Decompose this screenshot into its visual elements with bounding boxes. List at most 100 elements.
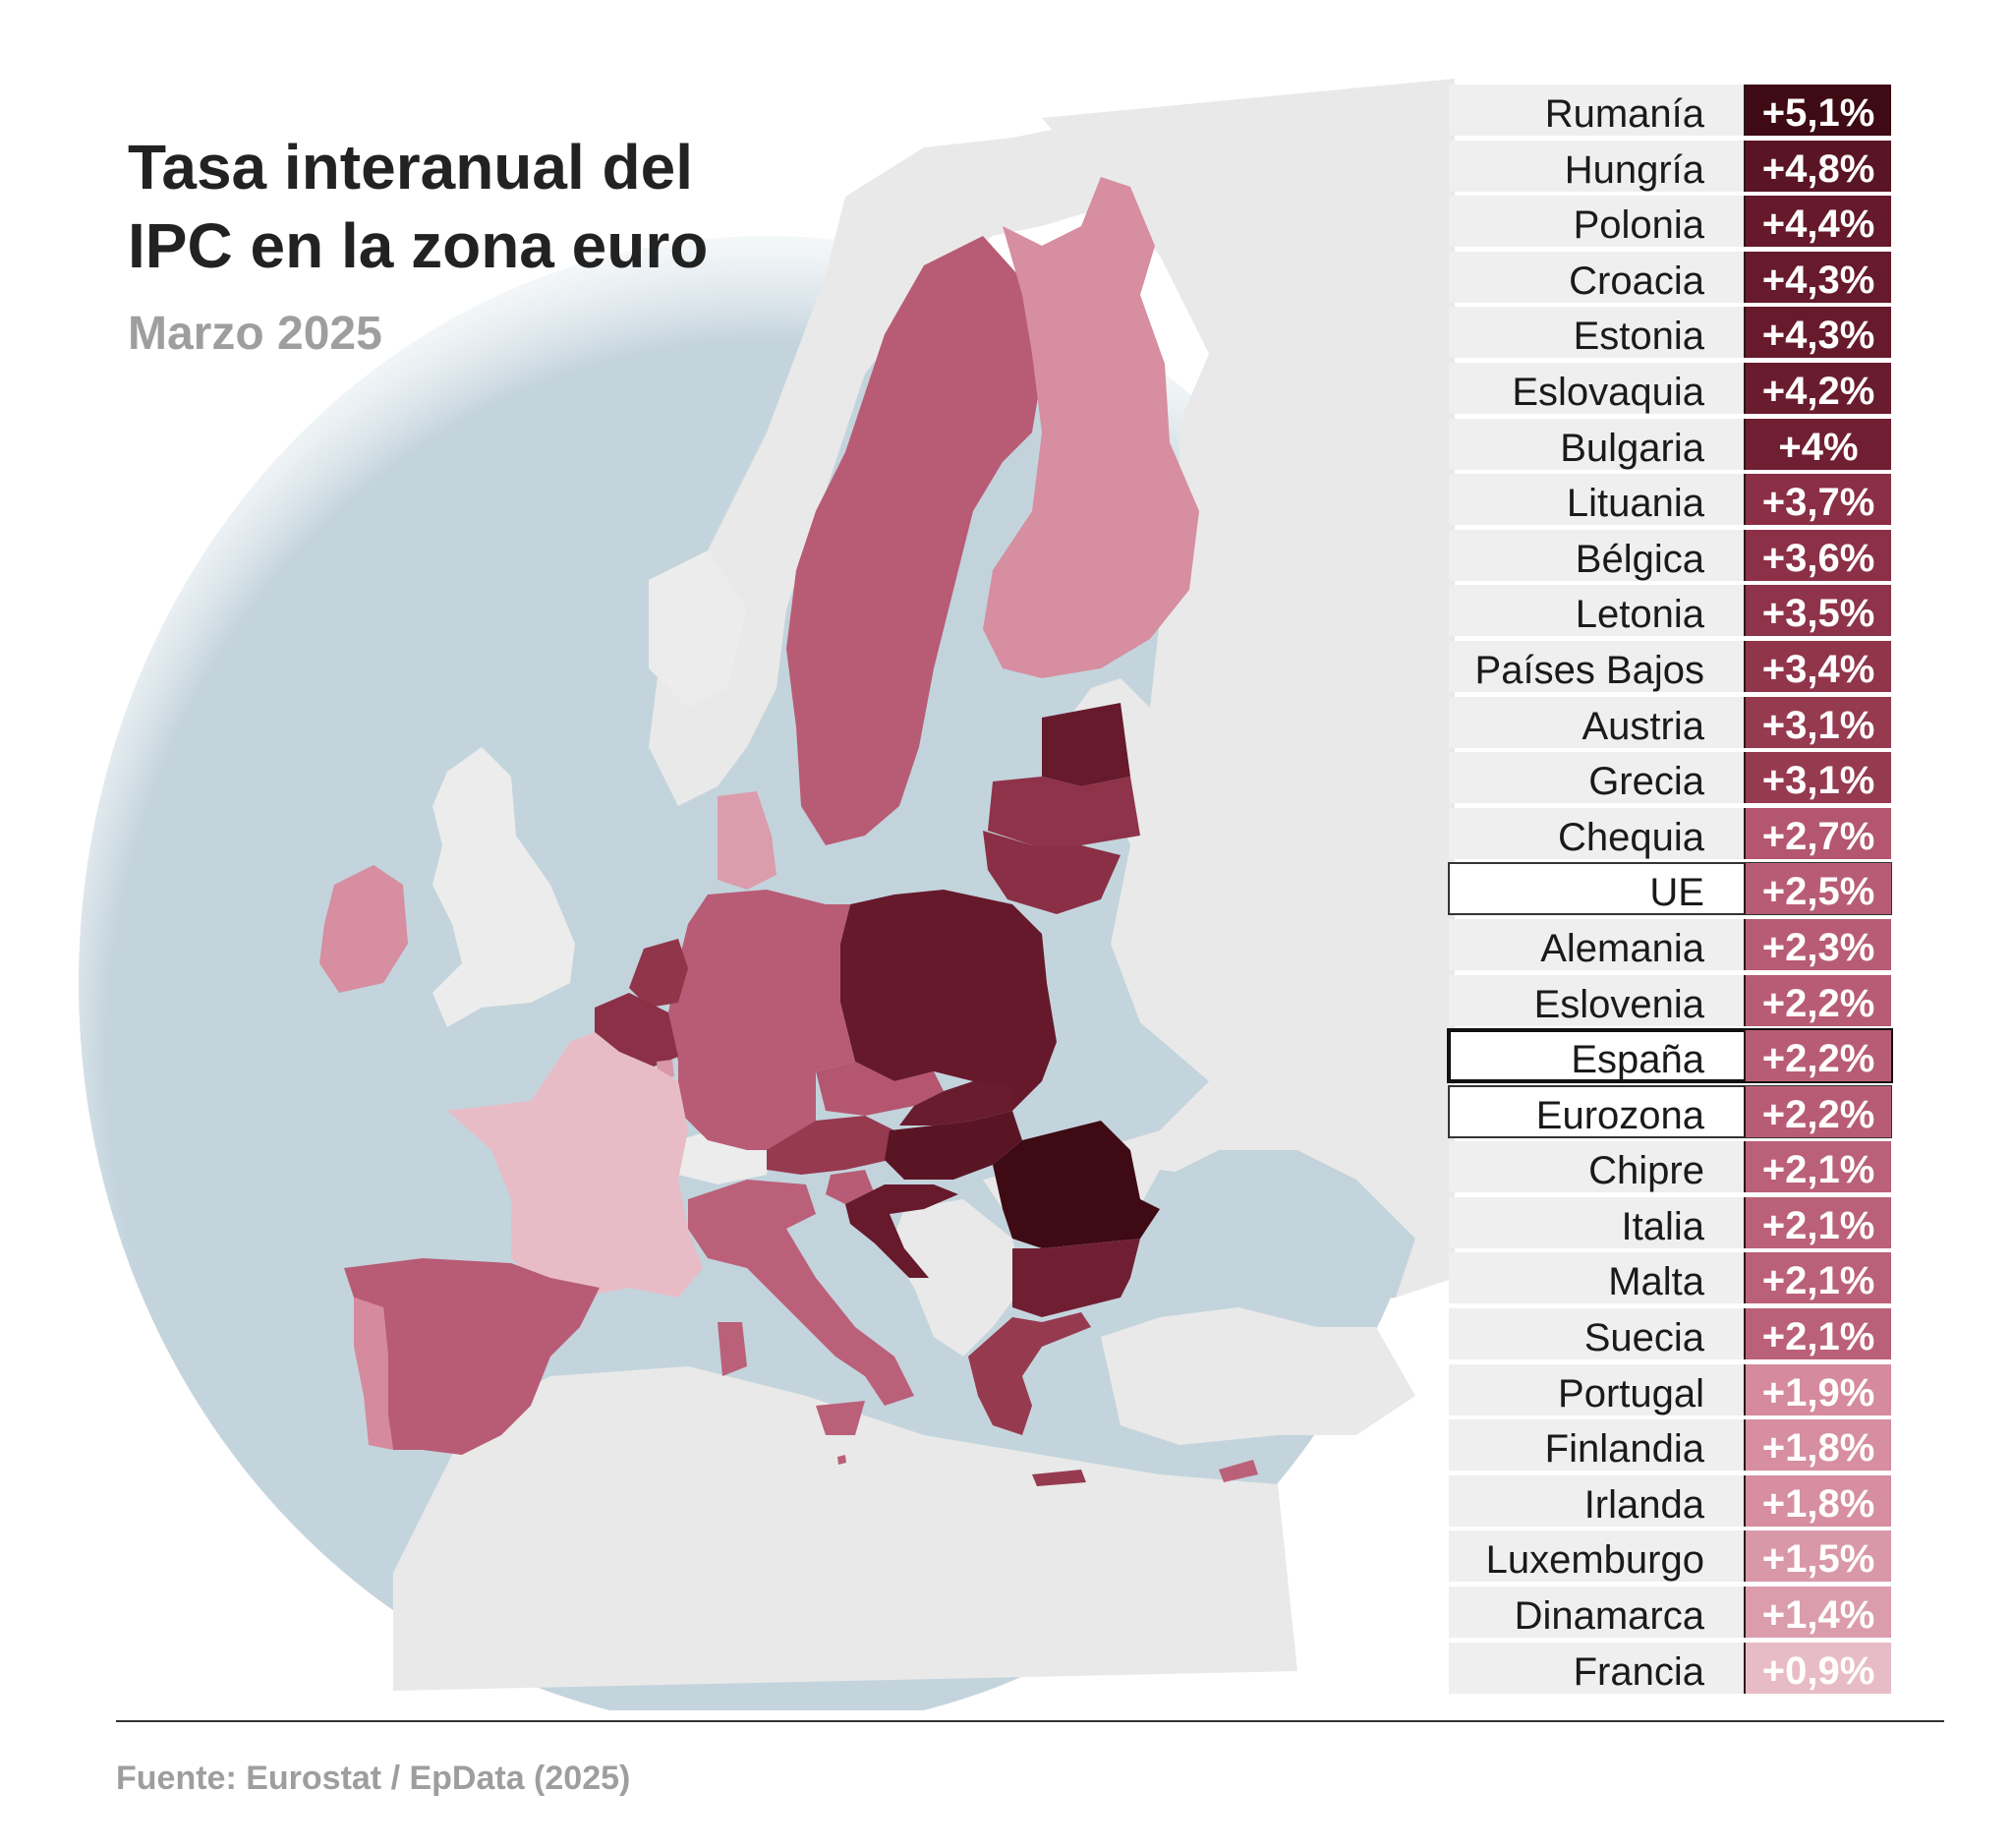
ranking-row: Lituania +3,7% (1449, 474, 1891, 526)
ranking-row: Chequia +2,7% (1449, 807, 1891, 859)
inflation-value: +3,7% (1744, 474, 1891, 526)
country-name: Austria (1582, 704, 1705, 748)
inflation-value: +2,1% (1744, 1141, 1891, 1193)
inflation-value: +2,5% (1744, 863, 1891, 915)
country-belgium (595, 993, 678, 1067)
country-czechia (816, 1062, 944, 1116)
country-sicily (816, 1401, 865, 1435)
country-name: Malta (1608, 1260, 1704, 1304)
ranking-row: Rumanía +5,1% (1449, 85, 1891, 136)
country-denmark (718, 791, 776, 890)
inflation-value: +2,2% (1744, 974, 1891, 1026)
country-name: España (1571, 1038, 1704, 1082)
country-sardinia (718, 1322, 747, 1376)
ranking-row: Letonia +3,5% (1449, 585, 1891, 637)
inflation-value: +1,5% (1744, 1530, 1891, 1583)
country-name: Chipre (1588, 1149, 1704, 1193)
country-name: Alemania (1540, 926, 1704, 970)
country-france (447, 1032, 703, 1298)
ranking-row: Portugal +1,9% (1449, 1363, 1891, 1415)
country-name: Italia (1621, 1204, 1705, 1248)
country-slovakia (899, 1081, 1012, 1126)
country-name: Francia (1573, 1649, 1704, 1694)
country-name: Suecia (1583, 1316, 1704, 1360)
land-norway (649, 118, 1199, 806)
ranking-table: Rumanía +5,1% Hungría +4,8% Polonia +4,4% Croa… (1447, 85, 1893, 1698)
country-name: Portugal (1558, 1371, 1704, 1415)
title-line-1: Tasa interanual del (128, 132, 693, 202)
ranking-row: Suecia +2,1% (1449, 1308, 1891, 1360)
ranking-row: Grecia +3,1% (1449, 752, 1891, 804)
inflation-value: +1,8% (1744, 1474, 1891, 1527)
ranking-row: Polonia +4,4% (1449, 196, 1891, 248)
ranking-row: Eslovaquia +4,2% (1449, 362, 1891, 414)
inflation-value: +5,1% (1744, 85, 1891, 136)
country-poland (840, 890, 1057, 1111)
country-name: Eslovaquia (1512, 370, 1704, 414)
ranking-row: Bélgica +3,6% (1449, 529, 1891, 581)
country-name: Croacia (1569, 259, 1704, 303)
inflation-value: +3,1% (1744, 752, 1891, 804)
country-bulgaria (1012, 1239, 1140, 1317)
ranking-row: Eurozona +2,2% (1448, 1084, 1892, 1138)
ranking-row: Eslovenia +2,2% (1449, 974, 1891, 1026)
country-crete (1032, 1470, 1086, 1486)
ranking-row: España +2,2% (1447, 1028, 1893, 1084)
country-name: Polonia (1573, 203, 1704, 248)
country-name: Estonia (1573, 315, 1704, 359)
country-name: Chequia (1557, 815, 1704, 859)
inflation-value: +2,1% (1744, 1252, 1891, 1304)
choropleth-map (79, 79, 1455, 1710)
inflation-value: +4% (1744, 418, 1891, 470)
ranking-row: Irlanda +1,8% (1449, 1474, 1891, 1527)
ranking-row: Austria +3,1% (1449, 696, 1891, 748)
inflation-value: +4,3% (1744, 251, 1891, 303)
ranking-row: Alemania +2,3% (1449, 918, 1891, 970)
ranking-row: Estonia +4,3% (1449, 307, 1891, 359)
land-north-africa (393, 1366, 1297, 1691)
country-name: Eslovenia (1533, 982, 1704, 1026)
country-cyprus (1219, 1460, 1258, 1482)
inflation-value: +3,1% (1744, 696, 1891, 748)
title-line-2: IPC en la zona euro (128, 210, 709, 281)
ranking-row: Finlandia +1,8% (1449, 1419, 1891, 1472)
land-turkey (1101, 1307, 1415, 1445)
inflation-value: +3,4% (1744, 640, 1891, 692)
country-name: Hungría (1564, 147, 1704, 192)
ranking-row: UE +2,5% (1448, 862, 1892, 916)
inflation-value: +2,1% (1744, 1196, 1891, 1248)
country-finland (983, 177, 1199, 678)
ranking-row: Hungría +4,8% (1449, 140, 1891, 192)
ranking-row: Francia +0,9% (1449, 1642, 1891, 1694)
ranking-row: Italia +2,1% (1449, 1196, 1891, 1248)
ranking-row: Países Bajos +3,4% (1449, 640, 1891, 692)
country-name: Irlanda (1583, 1482, 1704, 1527)
land-uk (432, 747, 575, 1027)
country-germany (668, 890, 855, 1150)
country-name: Países Bajos (1474, 648, 1704, 692)
country-name: Eurozona (1535, 1093, 1704, 1137)
country-name: UE (1649, 871, 1704, 915)
country-name: Bulgaria (1560, 426, 1704, 470)
country-name: Dinamarca (1514, 1594, 1704, 1639)
page-subtitle: Marzo 2025 (128, 308, 382, 360)
country-ireland (319, 865, 408, 993)
inflation-value: +2,3% (1744, 918, 1891, 970)
page-title: Tasa interanual del IPC en la zona euro (128, 128, 708, 285)
land-russia (983, 79, 1455, 1298)
inflation-value: +2,7% (1744, 807, 1891, 859)
inflation-value: +0,9% (1744, 1642, 1891, 1694)
footer-divider (116, 1720, 1944, 1722)
inflation-value: +2,2% (1744, 1030, 1891, 1082)
ranking-row: Croacia +4,3% (1449, 251, 1891, 303)
inflation-value: +4,2% (1744, 362, 1891, 414)
inflation-value: +1,9% (1744, 1363, 1891, 1415)
country-hungary (885, 1111, 1022, 1180)
country-name: Bélgica (1575, 537, 1704, 581)
inflation-value: +1,8% (1744, 1419, 1891, 1472)
country-name: Letonia (1575, 593, 1704, 637)
country-netherlands (629, 939, 688, 1008)
ranking-row: Chipre +2,1% (1449, 1141, 1891, 1193)
country-greece (968, 1312, 1091, 1435)
inflation-value: +2,2% (1744, 1085, 1891, 1137)
